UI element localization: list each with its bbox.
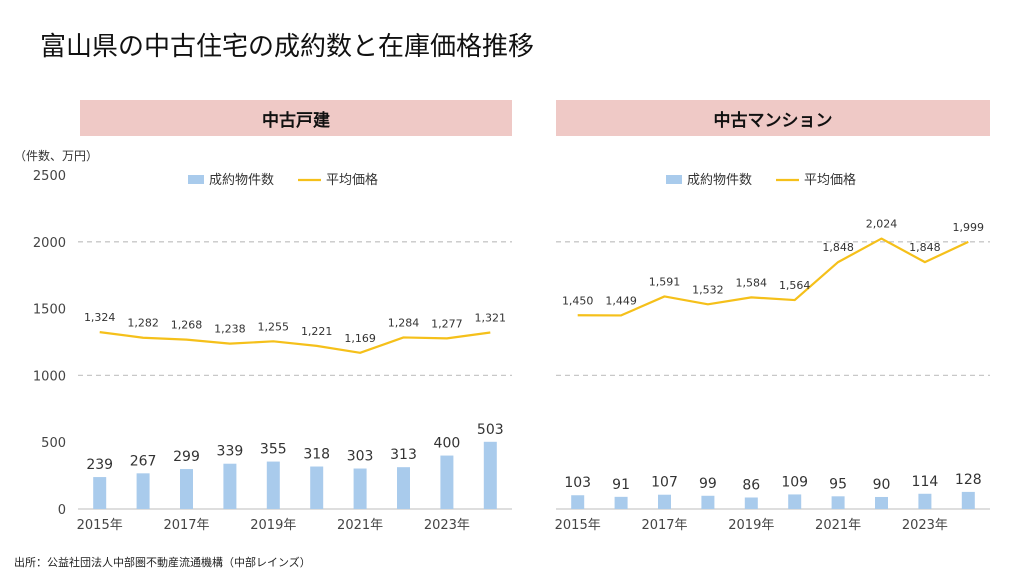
bar-value-label: 267 (130, 453, 157, 469)
bar-condo (961, 491, 975, 509)
legend-bar-label: 成約物件数 (209, 173, 274, 188)
legend-line-label: 平均価格 (326, 172, 378, 188)
bar-detached (440, 455, 454, 509)
bar-value-label: 355 (260, 442, 287, 458)
bar-value-label: 95 (829, 476, 847, 492)
bar-value-label: 239 (86, 457, 113, 473)
line-value-label: 1,284 (388, 316, 420, 329)
x-tick-label: 2017年 (641, 518, 687, 533)
legend-bar-label: 成約物件数 (687, 173, 752, 188)
line-value-label: 1,848 (909, 241, 941, 254)
y-tick-label: 1500 (33, 303, 66, 318)
x-tick-label: 2023年 (424, 518, 470, 533)
line-value-label: 1,449 (605, 294, 637, 307)
line-value-label: 1,321 (475, 312, 507, 325)
bar-value-label: 107 (651, 475, 678, 491)
x-tick-label: 2019年 (250, 518, 296, 533)
bar-value-label: 128 (955, 472, 982, 488)
y-tick-label: 2000 (33, 236, 66, 251)
line-value-label: 1,532 (692, 283, 724, 296)
source-note: 出所：公益社団法人中部圏不動産流通機構（中部レインズ） (14, 556, 311, 569)
panel-header-condo: 中古マンション (556, 100, 990, 136)
line-value-label: 1,221 (301, 325, 333, 338)
bar-value-label: 400 (434, 436, 461, 452)
bar-value-label: 86 (742, 478, 760, 494)
legend-bar-swatch (666, 175, 682, 184)
bar-condo (918, 493, 932, 509)
bar-detached (136, 473, 150, 509)
x-tick-label: 2023年 (902, 518, 948, 533)
bar-value-label: 318 (303, 447, 330, 463)
bar-detached (93, 477, 107, 509)
bar-condo (571, 495, 585, 509)
bar-value-label: 103 (564, 475, 591, 491)
y-tick-label: 0 (58, 503, 66, 518)
x-tick-label: 2015年 (555, 518, 601, 533)
price-line-detached (99, 331, 491, 354)
x-tick-label: 2015年 (77, 518, 123, 533)
bar-condo (788, 494, 802, 509)
line-value-label: 1,282 (127, 317, 159, 330)
x-tick-label: 2019年 (728, 518, 774, 533)
line-value-label: 1,450 (562, 294, 594, 307)
line-value-label: 1,255 (258, 320, 290, 333)
bar-detached (266, 461, 280, 509)
bar-detached (397, 467, 410, 509)
line-value-label: 1,268 (171, 319, 203, 332)
bar-detached (180, 469, 193, 509)
page-title: 富山県の中古住宅の成約数と在庫価格推移 (40, 32, 535, 62)
bar-condo (875, 496, 888, 509)
bar-value-label: 109 (781, 474, 808, 490)
bar-condo (614, 496, 628, 509)
x-tick-label: 2017年 (163, 518, 209, 533)
bar-condo (744, 497, 758, 509)
bar-detached (353, 468, 367, 509)
bar-condo (831, 496, 845, 509)
bar-detached (223, 463, 237, 509)
bar-value-label: 339 (217, 444, 244, 460)
unit-label: （件数、万円） (14, 149, 99, 163)
legend-line-label: 平均価格 (804, 172, 856, 188)
y-tick-label: 500 (41, 436, 66, 451)
x-tick-label: 2021年 (815, 518, 861, 533)
bar-condo (701, 495, 715, 509)
bar-value-label: 91 (612, 477, 630, 493)
legend-bar-swatch (188, 175, 204, 184)
price-line-condo (577, 237, 969, 317)
line-value-label: 1,238 (214, 323, 246, 336)
bar-value-label: 299 (173, 449, 200, 465)
line-value-label: 2,024 (866, 218, 898, 231)
x-tick-label: 2021年 (337, 518, 383, 533)
y-tick-label: 2500 (33, 169, 66, 184)
bar-value-label: 114 (912, 474, 939, 490)
line-value-label: 1,169 (344, 332, 376, 345)
line-value-label: 1,591 (649, 275, 681, 288)
bar-value-label: 313 (390, 447, 417, 463)
line-value-label: 1,324 (84, 311, 116, 324)
y-tick-label: 1000 (33, 369, 66, 384)
line-value-label: 1,999 (953, 221, 985, 234)
bar-detached (310, 466, 324, 509)
line-value-label: 1,277 (431, 317, 463, 330)
line-value-label: 1,584 (736, 276, 768, 289)
panel-title-condo: 中古マンション (713, 110, 833, 131)
bar-detached (483, 441, 497, 509)
bar-value-label: 503 (477, 422, 504, 438)
bar-value-label: 90 (873, 477, 891, 493)
line-value-label: 1,848 (822, 241, 854, 254)
bar-value-label: 303 (347, 449, 374, 465)
bar-condo (658, 494, 671, 509)
panel-title-detached: 中古戸建 (262, 110, 330, 131)
panel-header-detached: 中古戸建 (80, 100, 512, 136)
bar-value-label: 99 (699, 476, 717, 492)
line-value-label: 1,564 (779, 279, 811, 292)
